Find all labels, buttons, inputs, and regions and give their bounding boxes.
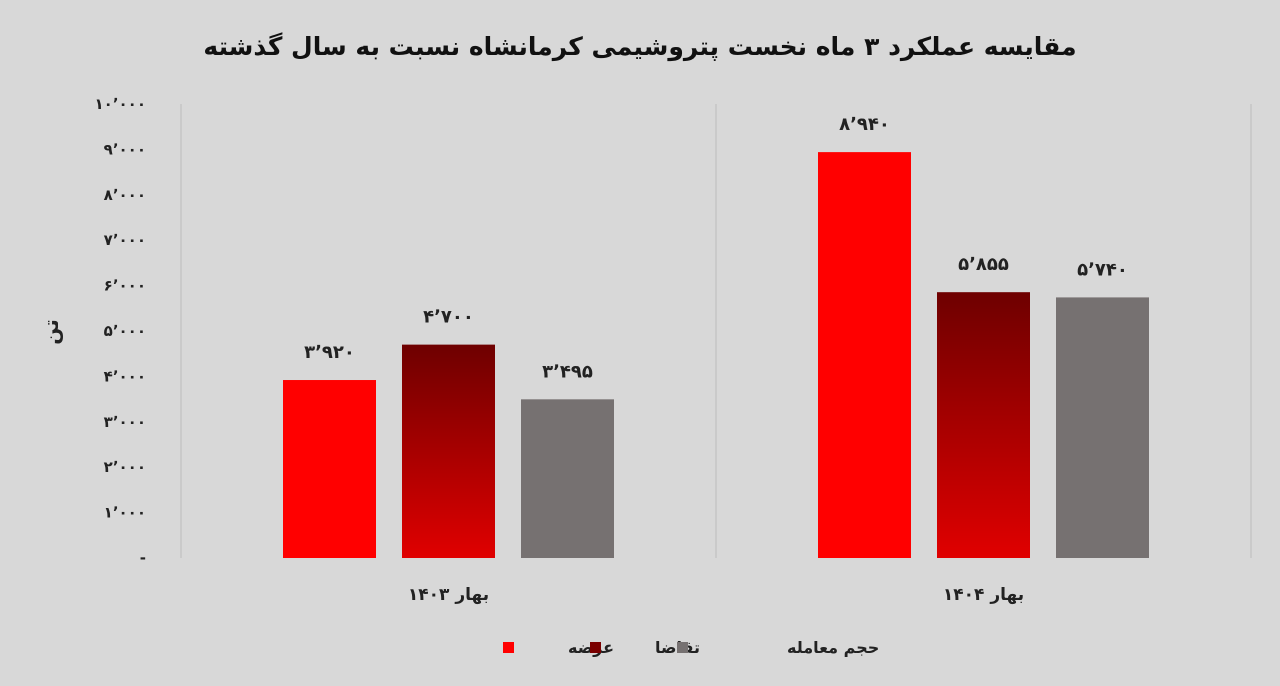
data-label: ۵٬۷۴۰ xyxy=(1077,259,1128,280)
x-category-label: بهار ۱۴۰۳ xyxy=(408,585,489,605)
y-tick-label: ۲٬۰۰۰ xyxy=(104,458,146,476)
y-tick-label: ۵٬۰۰۰ xyxy=(104,322,146,340)
y-tick-label: ۱۰٬۰۰۰ xyxy=(95,95,146,113)
bars-layer xyxy=(283,152,1149,558)
chart-title: مقایسه عملکرد ۳ ماه نخست پتروشیمی کرمانش… xyxy=(203,32,1076,62)
y-tick-label: ۳٬۰۰۰ xyxy=(104,413,146,431)
x-category-label: بهار ۱۴۰۴ xyxy=(943,585,1024,605)
bar-supply xyxy=(818,152,911,558)
data-label: ۴٬۷۰۰ xyxy=(423,307,474,328)
data-label: ۸٬۹۴۰ xyxy=(839,114,890,135)
y-tick-label: ۷٬۰۰۰ xyxy=(104,231,146,249)
data-label: ۳٬۹۲۰ xyxy=(304,342,355,363)
legend-swatch xyxy=(677,642,688,653)
bar-demand xyxy=(402,344,495,558)
y-tick-label: ۸٬۰۰۰ xyxy=(104,186,146,204)
y-tick-label: ۶٬۰۰۰ xyxy=(104,277,146,295)
bar-volume xyxy=(521,399,614,558)
legend-label: حجم معامله xyxy=(787,638,879,657)
y-tick-label: ۴٬۰۰۰ xyxy=(104,367,146,385)
data-labels-layer: ۳٬۹۲۰ ۸٬۹۴۰ ۴٬۷۰۰ ۵٬۸۵۵ ۳٬۴۹۵ ۵٬۷۴۰ xyxy=(304,114,1128,382)
bar-demand xyxy=(937,292,1030,558)
legend-swatch xyxy=(590,642,601,653)
data-label: ۳٬۴۹۵ xyxy=(542,361,593,382)
data-label: ۵٬۸۵۵ xyxy=(958,254,1009,275)
y-axis-label: تن xyxy=(39,319,63,345)
axes-layer: - ۱٬۰۰۰ ۲٬۰۰۰ ۳٬۰۰۰ ۴٬۰۰۰ ۵٬۰۰۰ ۶٬۰۰۰ ۷٬۰۰۰ ۸٬۰۰… xyxy=(95,95,1252,605)
legend: عرضهتقاضاحجم معامله xyxy=(503,638,879,657)
y-tick-label: - xyxy=(140,549,146,567)
bar-supply xyxy=(283,380,376,558)
legend-swatch xyxy=(503,642,514,653)
bar-volume xyxy=(1056,297,1149,558)
y-tick-label: ۱٬۰۰۰ xyxy=(104,504,146,522)
y-tick-label: ۹٬۰۰۰ xyxy=(104,140,146,158)
